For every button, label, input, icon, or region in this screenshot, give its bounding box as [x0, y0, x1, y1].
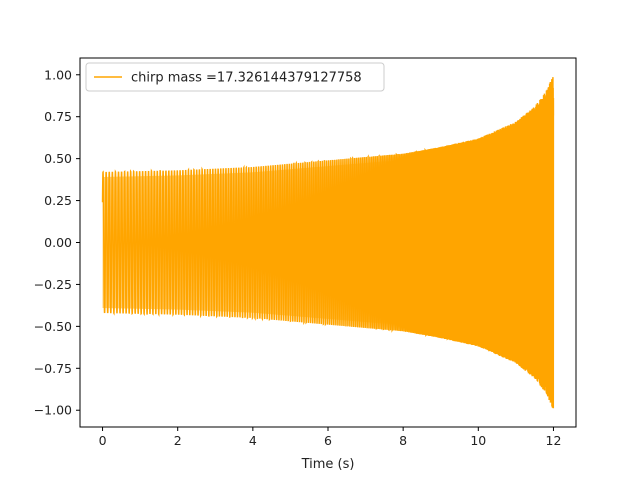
x-tick-label: 0: [99, 433, 107, 448]
y-tick-label: −1.00: [34, 403, 72, 418]
x-tick-label: 12: [546, 433, 562, 448]
x-tick-label: 4: [249, 433, 257, 448]
x-tick-label: 6: [324, 433, 332, 448]
y-tick-label: 0.50: [44, 151, 72, 166]
x-axis-ticks: 0 2 4 6 8 10 12: [99, 427, 562, 448]
y-tick-label: −0.75: [34, 361, 72, 376]
y-tick-label: −0.50: [34, 319, 72, 334]
legend-box: [85, 62, 385, 92]
x-axis-label: Time (s): [301, 457, 355, 472]
chirp-waveform-line: [101, 77, 555, 409]
y-tick-label: 0.25: [44, 193, 72, 208]
y-tick-label: 0.75: [44, 109, 72, 124]
y-tick-label: −0.25: [34, 277, 72, 292]
x-tick-label: 8: [399, 433, 407, 448]
y-axis-ticks: −1.00 −0.75 −0.50 −0.25 0.00 0.25 0.50 0.75 1.00: [34, 67, 80, 418]
legend: chirp mass =17.326144379127758: [85, 62, 385, 92]
y-tick-label: 1.00: [44, 67, 72, 82]
y-tick-label: 0.00: [44, 235, 72, 250]
x-tick-label: 2: [174, 433, 182, 448]
plot-layer: [101, 77, 555, 409]
legend-entry-label: chirp mass =17.326144379127758: [131, 71, 362, 86]
x-tick-label: 10: [470, 433, 486, 448]
